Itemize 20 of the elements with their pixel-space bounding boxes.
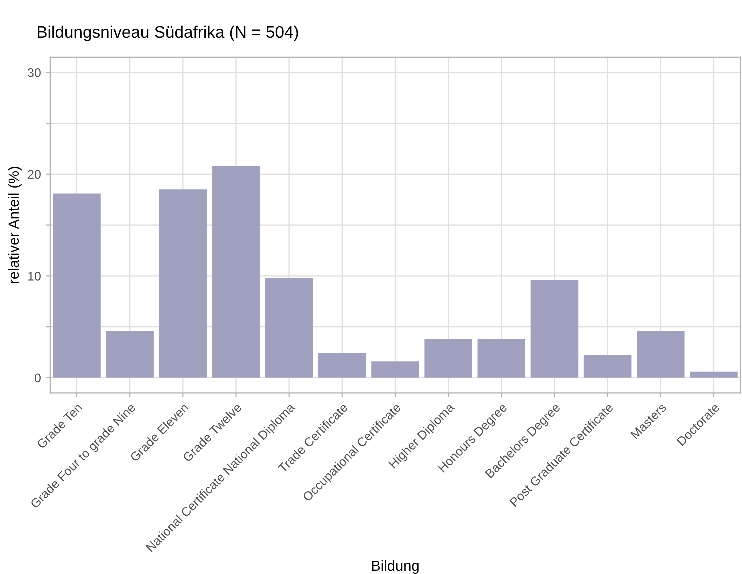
bar (106, 331, 154, 378)
bar (318, 354, 366, 378)
y-axis-title: relativer Anteil (%) (8, 167, 22, 284)
bar (53, 194, 101, 378)
bar (690, 372, 738, 378)
bar (637, 331, 685, 378)
y-tick-label: 20 (28, 170, 41, 180)
y-tick-label: 0 (34, 374, 41, 383)
x-axis-title: Bildung (372, 560, 419, 574)
bar (212, 166, 260, 378)
y-tick-label: 30 (28, 68, 41, 78)
bar (584, 356, 632, 378)
bar (265, 278, 314, 378)
bar (424, 339, 472, 378)
bar (159, 190, 208, 378)
chart-title: Bildungsniveau Südafrika (N = 504) (38, 26, 298, 42)
bar (530, 280, 579, 378)
y-tick-label: 10 (28, 272, 41, 281)
bar (478, 339, 526, 378)
bar (372, 362, 420, 378)
